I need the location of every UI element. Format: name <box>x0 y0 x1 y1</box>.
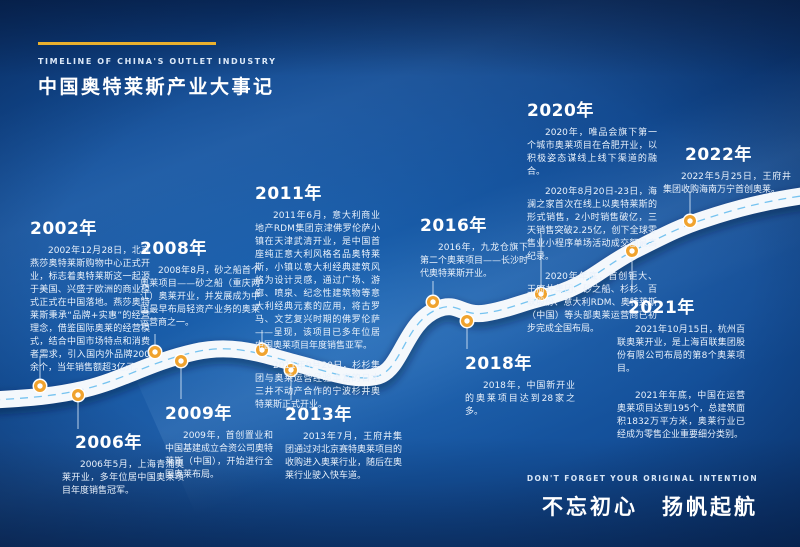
event-year: 2022年 <box>685 145 752 165</box>
event-text: 2009年，首创置业和中国基建成立合资公司奥特莱斯（中国），开始进行全国奥莱布局… <box>165 431 274 480</box>
event-2018: 2018年 2018年，中国新开业的奥莱项目达到28家之多。 <box>465 349 575 419</box>
event-year: 2011年 <box>255 184 322 204</box>
event-2009: 2009年 2009年，首创置业和中国基建成立合资公司奥特莱斯（中国），开始进行… <box>165 399 273 482</box>
event-2002: 2002年 2002年12月28日，北京燕莎奥特莱斯购物中心正式开业，标志着奥特… <box>30 214 150 375</box>
timeline-node-2018 <box>459 313 475 329</box>
timeline-node-2022 <box>682 213 698 229</box>
milestone-markers <box>32 213 698 403</box>
header: TIMELINE OF CHINA'S OUTLET INDUSTRY 中国奥特… <box>38 42 276 99</box>
timeline-node-2002 <box>32 378 48 394</box>
event-text: 2002年12月28日，北京燕莎奥特莱斯购物中心正式开业，标志着奥特莱斯这一起源… <box>30 246 150 373</box>
page-title: 中国奥特莱斯产业大事记 <box>38 76 275 98</box>
event-2011: 2011年 2011年6月，意大利商业地产RDM集团京津佛罗伦萨小镇在天津武清开… <box>255 179 380 412</box>
event-text: 2016年，九龙仓旗下第二个奥莱项目——长沙时代奥特莱斯开业。 <box>420 243 529 279</box>
event-year: 2021年 <box>628 298 695 318</box>
event-text: 2006年5月，上海青浦奥莱开业，多年位居中国奥莱项目年度销售冠军。 <box>62 460 184 496</box>
event-2020: 2020年 2020年，唯品会旗下第一个城市奥莱项目在合肥开业，以积极姿态谋线上… <box>527 96 657 336</box>
timeline-node-2020 <box>533 286 549 302</box>
event-text: 2008年8月，砂之船首个奥莱项目——砂之船（重庆两江）奥莱开业，并发展成为中国… <box>140 266 260 328</box>
event-2006: 2006年 2006年5月，上海青浦奥莱开业，多年位居中国奥莱项目年度销售冠军。 <box>62 428 184 498</box>
footer: DON'T FORGET YOUR ORIGINAL INTENTION 不忘初… <box>527 474 758 521</box>
header-eyebrow: TIMELINE OF CHINA'S OUTLET INDUSTRY <box>38 57 277 66</box>
timeline-node-2011 <box>254 342 270 358</box>
timeline-node-2009 <box>173 353 189 369</box>
event-year: 2020年 <box>527 101 594 121</box>
event-2016: 2016年 2016年，九龙仓旗下第二个奥莱项目——长沙时代奥特莱斯开业。 <box>420 211 528 281</box>
event-text: 2020年8月20日-23日，海澜之家首次在线上以奥特莱斯的形式销售，2小时销售… <box>527 187 657 262</box>
event-text: 2011年9月20日，杉杉集团与奥莱运营经验丰富的日本三井不动产合作的宁波杉井奥… <box>255 361 380 410</box>
timeline-node-2013 <box>283 362 299 378</box>
event-2022: 2022年 2022年5月25日，王府井集团收购海南万宁首创奥莱。 <box>663 140 791 197</box>
footer-eyebrow: DON'T FORGET YOUR ORIGINAL INTENTION <box>526 474 758 483</box>
event-text: 2011年6月，意大利商业地产RDM集团京津佛罗伦萨小镇在天津武清开业，是中国首… <box>255 211 380 351</box>
event-text: 2020年年底，首创钜大、王府井集团、砂之船、杉杉、百联股份、意大利RDM、奥特… <box>527 272 657 334</box>
event-year: 2006年 <box>75 433 142 453</box>
event-year: 2002年 <box>30 219 97 239</box>
event-year: 2018年 <box>465 354 532 374</box>
event-year: 2009年 <box>165 404 232 424</box>
timeline-node-2006 <box>70 387 86 403</box>
event-text: 2020年，唯品会旗下第一个城市奥莱项目在合肥开业，以积极姿态谋线上线下渠道的融… <box>527 128 657 177</box>
event-year: 2016年 <box>420 216 487 236</box>
event-text: 2022年5月25日，王府井集团收购海南万宁首创奥莱。 <box>663 172 791 195</box>
road-center-dash <box>0 195 800 401</box>
connector-lines <box>39 191 691 429</box>
timeline-node-2008 <box>147 344 163 360</box>
event-text: 2021年年底，中国在运营奥莱项目达到195个，总建筑面积1832万平方米，奥莱… <box>617 391 745 440</box>
timeline-node-2021 <box>624 243 640 259</box>
footer-slogan: 不忘初心 扬帆起航 <box>542 495 758 519</box>
event-year: 2008年 <box>140 239 207 259</box>
event-text: 2013年7月，王府井集团通过对北京赛特奥莱项目的收购进入奥莱行业，随后在奥莱行… <box>285 432 403 481</box>
event-text: 2018年，中国新开业的奥莱项目达到28家之多。 <box>465 381 575 417</box>
event-2008: 2008年 2008年8月，砂之船首个奥莱项目——砂之船（重庆两江）奥莱开业，并… <box>140 234 260 330</box>
gold-accent-rule <box>38 42 216 45</box>
timeline-node-2016 <box>425 294 441 310</box>
event-2021: 2021年 2021年10月15日，杭州百联奥莱开业，是上海百联集团股份有限公司… <box>617 293 745 442</box>
event-text: 2021年10月15日，杭州百联奥莱开业，是上海百联集团股份有限公司布局的第8个… <box>617 325 745 374</box>
event-2013: 2013年 2013年7月，王府井集团通过对北京赛特奥莱项目的收购进入奥莱行业，… <box>285 400 402 483</box>
event-year: 2013年 <box>285 405 352 425</box>
